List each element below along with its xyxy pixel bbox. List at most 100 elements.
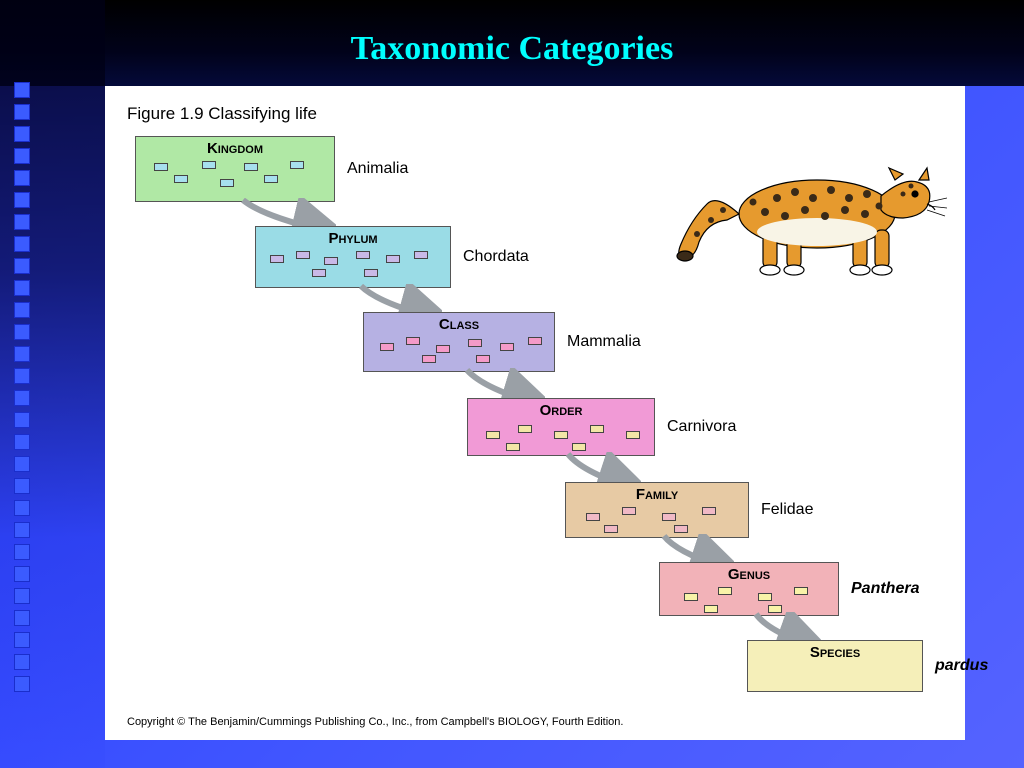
sidebar-bullet (14, 104, 30, 120)
member-icon (794, 587, 808, 595)
member-icon (220, 179, 234, 187)
member-icon (486, 431, 500, 439)
taxon-level-class: ClassMammalia (363, 312, 555, 372)
member-icon (244, 163, 258, 171)
sidebar-bullet (14, 126, 30, 142)
member-icon (518, 425, 532, 433)
sidebar-bullet (14, 302, 30, 318)
taxon-example-label: Chordata (463, 248, 529, 266)
member-icon (264, 175, 278, 183)
sidebar-bullet (14, 456, 30, 472)
member-icon (406, 337, 420, 345)
member-icon (674, 525, 688, 533)
taxon-box: Class (363, 312, 555, 372)
member-icon (528, 337, 542, 345)
member-icon (704, 605, 718, 613)
taxon-rank-label: Family (566, 486, 748, 503)
member-icon (174, 175, 188, 183)
member-icon (202, 161, 216, 169)
taxon-box: Order (467, 398, 655, 456)
taxon-level-genus: GenusPanthera (659, 562, 839, 616)
taxon-box: Genus (659, 562, 839, 616)
member-icon (476, 355, 490, 363)
taxon-rank-label: Phylum (256, 230, 450, 247)
sidebar-bullet (14, 214, 30, 230)
member-icon (718, 587, 732, 595)
sidebar-bullet (14, 346, 30, 362)
member-icon (500, 343, 514, 351)
taxon-level-order: OrderCarnivora (467, 398, 655, 456)
member-icon (468, 339, 482, 347)
sidebar-bullet (14, 368, 30, 384)
sidebar-bullet (14, 654, 30, 670)
taxon-level-family: FamilyFelidae (565, 482, 749, 538)
sidebar-bullet (14, 236, 30, 252)
member-icon (290, 161, 304, 169)
taxon-box: Kingdom (135, 136, 335, 202)
sidebar-bullet (14, 258, 30, 274)
sidebar-bullet (14, 170, 30, 186)
taxon-members-icon (264, 249, 442, 283)
sidebar-bullet (14, 676, 30, 692)
member-icon (422, 355, 436, 363)
member-icon (414, 251, 428, 259)
taxon-level-kingdom: KingdomAnimalia (135, 136, 335, 202)
member-icon (506, 443, 520, 451)
member-icon (380, 343, 394, 351)
member-icon (684, 593, 698, 601)
sidebar-bullet (14, 544, 30, 560)
sidebar-bullets (14, 82, 30, 692)
taxon-example-label: Panthera (851, 580, 919, 598)
member-icon (436, 345, 450, 353)
figure-caption: Figure 1.9 Classifying life (127, 104, 317, 124)
member-icon (312, 269, 326, 277)
leopard-illustration (667, 124, 947, 284)
member-icon (154, 163, 168, 171)
sidebar-bullet (14, 588, 30, 604)
sidebar-bullet (14, 522, 30, 538)
member-icon (386, 255, 400, 263)
sidebar-bullet (14, 610, 30, 626)
member-icon (270, 255, 284, 263)
member-icon (626, 431, 640, 439)
sidebar-bullet (14, 324, 30, 340)
taxon-members-icon (668, 585, 830, 611)
taxon-example-label: Mammalia (567, 333, 641, 351)
member-icon (364, 269, 378, 277)
sidebar-bullet (14, 192, 30, 208)
figure-copyright: Copyright © The Benjamin/Cummings Publis… (127, 716, 623, 728)
taxon-members-icon (144, 159, 326, 197)
taxon-rank-label: Order (468, 402, 654, 419)
taxon-rank-label: Genus (660, 566, 838, 583)
member-icon (586, 513, 600, 521)
taxon-example-label: Felidae (761, 501, 813, 519)
sidebar-bullet (14, 434, 30, 450)
member-icon (662, 513, 676, 521)
taxon-members-icon (574, 505, 740, 533)
sidebar-bullet (14, 632, 30, 648)
taxon-level-species: Speciespardus (747, 640, 923, 692)
slide-sidebar (0, 0, 105, 768)
taxon-members-icon (372, 335, 546, 367)
member-icon (572, 443, 586, 451)
sidebar-bullet (14, 82, 30, 98)
figure-panel: Figure 1.9 Classifying life Copyright © … (105, 86, 965, 740)
member-icon (554, 431, 568, 439)
taxon-example-label: pardus (935, 657, 988, 675)
taxon-level-phylum: PhylumChordata (255, 226, 451, 288)
sidebar-bullet (14, 478, 30, 494)
member-icon (356, 251, 370, 259)
member-icon (758, 593, 772, 601)
taxon-example-label: Carnivora (667, 418, 736, 436)
taxon-rank-label: Species (748, 644, 922, 661)
member-icon (604, 525, 618, 533)
slide: Taxonomic Categories Figure 1.9 Classify… (0, 0, 1024, 768)
taxon-box: Phylum (255, 226, 451, 288)
sidebar-bullet (14, 566, 30, 582)
taxon-members-icon (756, 663, 914, 687)
member-icon (296, 251, 310, 259)
sidebar-bullet (14, 148, 30, 164)
member-icon (622, 507, 636, 515)
taxon-box: Species (747, 640, 923, 692)
sidebar-bullet (14, 390, 30, 406)
